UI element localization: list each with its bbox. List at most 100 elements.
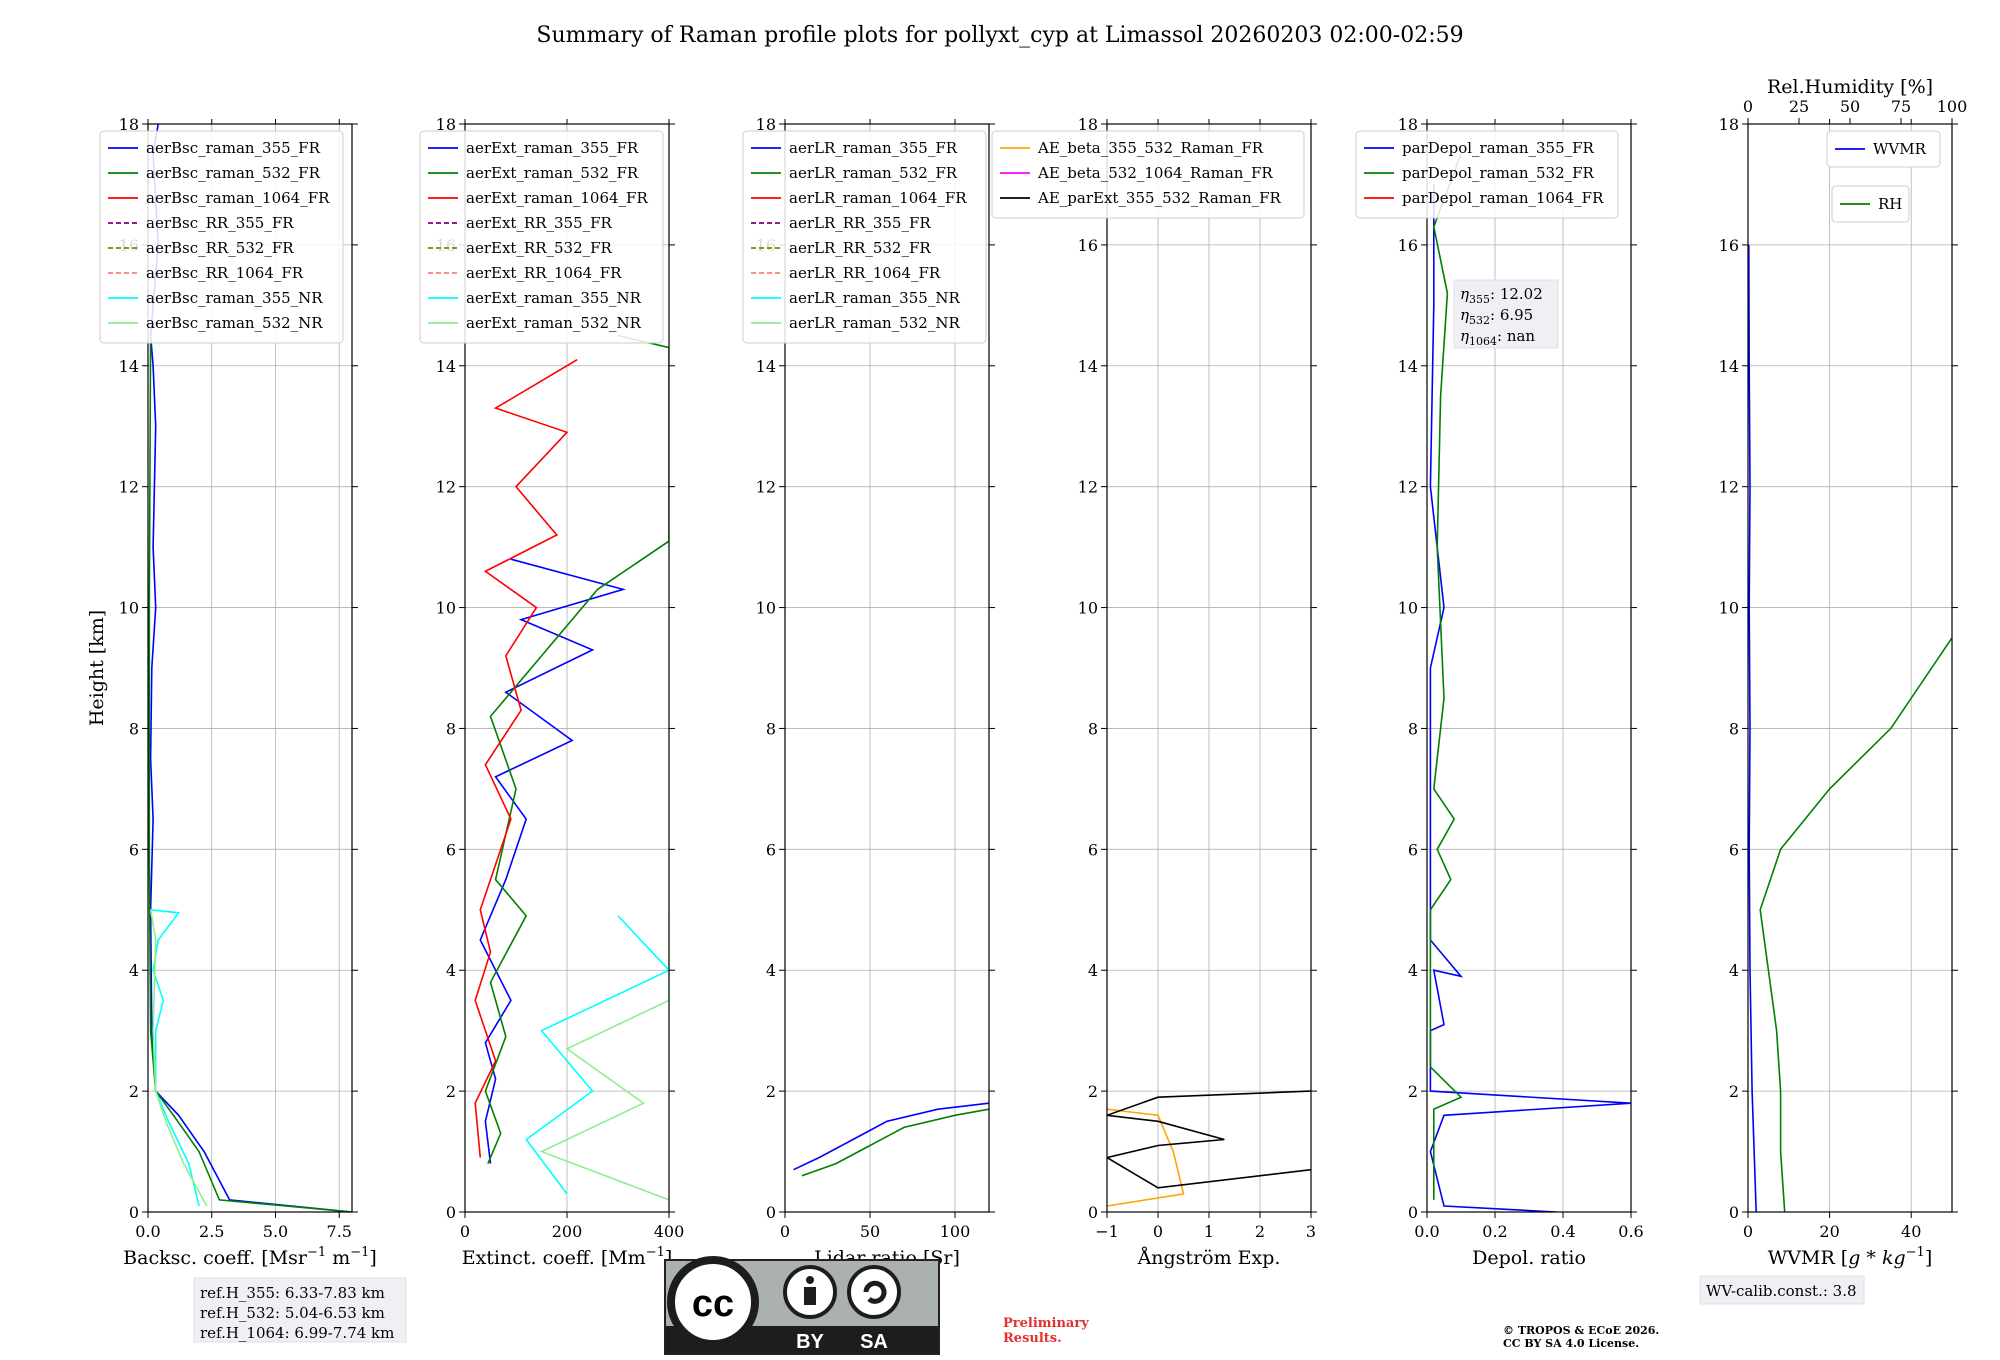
- y-tick-label: 14: [119, 357, 139, 376]
- y-tick-label: 0: [446, 1203, 456, 1222]
- legend-entry: aerExt_raman_1064_FR: [466, 189, 648, 207]
- series-aerExt_raman_355_NR: [525, 915, 669, 1195]
- series-group: [1107, 1090, 1311, 1207]
- eta-355: η355: 12.02: [1460, 285, 1543, 306]
- legend-entry: aerLR_RR_355_FR: [789, 214, 931, 232]
- top-x-tick-label: 75: [1891, 97, 1911, 116]
- x-tick-label: 0: [1743, 1222, 1753, 1241]
- ref-heights-box: ref.H_355: 6.33-7.83 km ref.H_532: 5.04-…: [193, 1277, 407, 1343]
- x-tick-label: 2.5: [199, 1222, 224, 1241]
- x-tick-label: 1: [1204, 1222, 1214, 1241]
- legend: aerLR_raman_355_FR aerLR_raman_532_FR aerL…: [742, 130, 987, 344]
- axes-frame: [784, 123, 990, 1213]
- x-axis-label: Depol. ratio: [1472, 1247, 1586, 1269]
- y-tick-label: 2: [1729, 1082, 1739, 1101]
- series-AE_parExt_355_532_Raman_FR: [1107, 1090, 1311, 1189]
- y-tick-label: 8: [1729, 719, 1739, 738]
- legend-entry: aerExt_RR_1064_FR: [466, 264, 622, 282]
- legend-entry: aerLR_raman_532_NR: [789, 314, 960, 332]
- y-tick-label: 10: [1078, 599, 1098, 618]
- legend-entry: aerBsc_raman_355_FR: [146, 139, 321, 157]
- y-tick-label: 10: [756, 599, 776, 618]
- series-RH: [1759, 637, 1952, 1212]
- panel-lr: 050100024681012141618Lidar ratio [Sr]aer…: [742, 115, 995, 1269]
- legend-entry: aerLR_raman_355_NR: [789, 289, 960, 307]
- x-tick-label: 400: [654, 1222, 685, 1241]
- axes-frame: [147, 123, 353, 1213]
- y-tick-label: 6: [1408, 840, 1418, 859]
- legend: AE_beta_355_532_Raman_FR AE_beta_532_1064…: [991, 130, 1305, 219]
- legend-entry: WVMR: [1873, 140, 1927, 158]
- x-tick-label: 50: [860, 1222, 880, 1241]
- y-tick-label: 6: [446, 840, 456, 859]
- y-tick-label: 12: [1398, 478, 1418, 497]
- cc-logo-icon: [667, 1256, 759, 1348]
- legend-box: [991, 130, 1305, 219]
- y-tick-label: 18: [1078, 115, 1098, 134]
- legend: WVMR RH: [1826, 130, 1941, 223]
- legend-entry: parDepol_raman_355_FR: [1402, 139, 1595, 157]
- y-tick-label: 18: [1398, 115, 1418, 134]
- y-tick-label: 2: [446, 1082, 456, 1101]
- y-tick-label: 4: [446, 961, 456, 980]
- legend-box: [99, 130, 344, 344]
- x-tick-label: 0: [1153, 1222, 1163, 1241]
- series-group: [474, 334, 669, 1201]
- x-tick-label: 0: [460, 1222, 470, 1241]
- legend: parDepol_raman_355_FR parDepol_raman_532_…: [1355, 130, 1619, 219]
- x-tick-label: 2: [1255, 1222, 1265, 1241]
- top-x-tick-label: 0: [1743, 97, 1753, 116]
- cc-by-sa-badge: cc BY SA: [664, 1256, 940, 1355]
- x-axis-label: WVMR [g * kg−1]: [1768, 1245, 1933, 1269]
- x-tick-label: −1: [1095, 1222, 1119, 1241]
- x-axis-label: Extinct. coeff. [Mm−1]: [462, 1245, 673, 1269]
- cc-logo-text: cc: [692, 1283, 734, 1325]
- series-aerBsc_raman_532_NR: [149, 909, 208, 1207]
- legend-entry: parDepol_raman_532_FR: [1402, 164, 1595, 182]
- y-tick-label: 8: [129, 719, 139, 738]
- legend: aerBsc_raman_355_FR aerBsc_raman_532_FRae…: [99, 130, 344, 344]
- x-tick-label: 40: [1901, 1222, 1921, 1241]
- y-axis-label: Height [km]: [86, 610, 108, 726]
- x-tick-label: 100: [940, 1222, 971, 1241]
- series-parDepol_raman_532_FR: [1429, 153, 1463, 1200]
- x-tick-label: 0.0: [1414, 1222, 1439, 1241]
- y-tick-label: 16: [1719, 236, 1739, 255]
- legend-entry: aerLR_raman_355_FR: [789, 139, 958, 157]
- wv-calib-box: WV-calib.const.: 3.8: [1699, 1275, 1865, 1305]
- sa-share-icon: [847, 1265, 901, 1319]
- y-tick-label: 6: [1088, 840, 1098, 859]
- legend: aerExt_raman_355_FR aerExt_raman_532_FRae…: [419, 130, 664, 344]
- series-aerBsc_raman_532_FR: [148, 335, 352, 1212]
- ref-height-1064: ref.H_1064: 6.99-7.74 km: [200, 1324, 394, 1342]
- by-label: BY: [796, 1331, 824, 1353]
- legend-entry: aerBsc_RR_532_FR: [146, 239, 294, 257]
- y-tick-label: 6: [129, 840, 139, 859]
- y-tick-label: 0: [1729, 1203, 1739, 1222]
- preliminary-label-2: Results.: [1003, 1331, 1062, 1346]
- eta-1064: η1064: nan: [1460, 327, 1535, 348]
- y-tick-label: 8: [1408, 719, 1418, 738]
- y-tick-label: 10: [1719, 599, 1739, 618]
- legend-box: [1831, 185, 1910, 223]
- ref-height-355: ref.H_355: 6.33-7.83 km: [200, 1284, 385, 1302]
- y-tick-label: 14: [1398, 357, 1418, 376]
- legend-entry: aerBsc_RR_1064_FR: [146, 264, 304, 282]
- series-aerLR_raman_355_FR: [793, 1102, 989, 1171]
- y-tick-label: 4: [766, 961, 776, 980]
- legend-box: [419, 130, 664, 344]
- copyright-line-1: © TROPOS & ECoE 2026.: [1503, 1324, 1659, 1337]
- y-tick-label: 10: [1398, 599, 1418, 618]
- legend-entry: aerLR_raman_532_FR: [789, 164, 958, 182]
- panel-bsc: 0.02.55.07.5024681012141618Backsc. coeff…: [86, 115, 377, 1269]
- series-aerExt_raman_1064_FR: [474, 359, 578, 1158]
- legend-entry: aerLR_RR_1064_FR: [789, 264, 941, 282]
- top-x-tick-label: 50: [1840, 97, 1860, 116]
- y-tick-label: 6: [766, 840, 776, 859]
- legend-entry: aerLR_RR_532_FR: [789, 239, 931, 257]
- x-tick-label: 200: [552, 1222, 583, 1241]
- legend-entry: aerBsc_RR_355_FR: [146, 214, 294, 232]
- legend-entry: aerBsc_raman_1064_FR: [146, 189, 330, 207]
